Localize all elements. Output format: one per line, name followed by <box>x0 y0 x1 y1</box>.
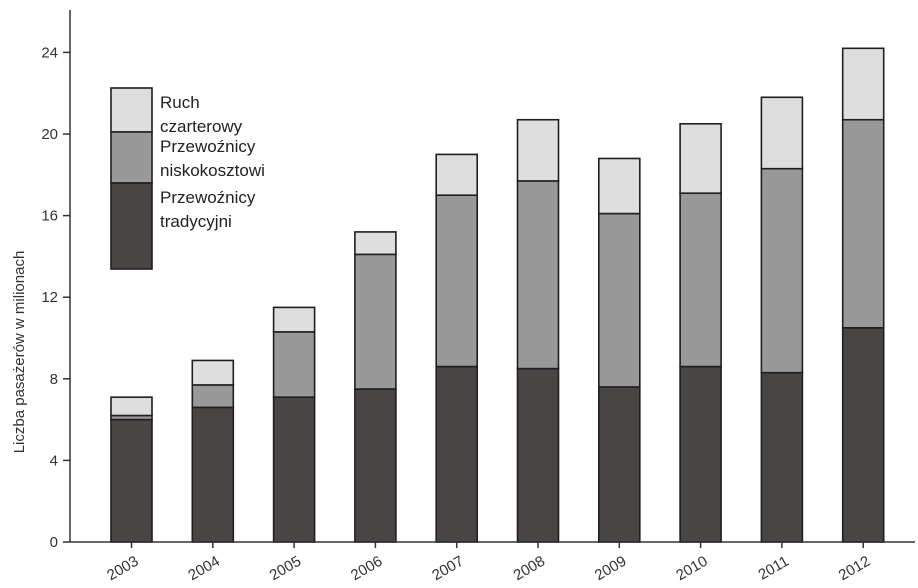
bar-segment-2012-s1 <box>841 118 885 329</box>
bar-segment-2003-s2 <box>110 396 153 417</box>
bar-segment-2007-s1 <box>435 194 479 368</box>
bar-segment-2005-s2 <box>272 306 316 333</box>
x-tick-label: 2004 <box>185 553 222 584</box>
bar-segment-2004-s0 <box>191 406 235 543</box>
x-tick-labels: 2003 2004 2005 2006 2007 2008 2009 2010 2011 2012 <box>104 542 873 584</box>
bar-area <box>110 47 885 543</box>
legend-label-s2: Ruch <box>160 93 200 112</box>
x-tick-label: 2005 <box>267 553 304 584</box>
x-tick-label: 2007 <box>429 553 466 584</box>
bar-segment-2009-s2 <box>597 157 641 215</box>
x-tick-label: 2010 <box>673 553 710 584</box>
bar-segment-2008-s1 <box>516 180 560 370</box>
bar-segment-2012-s2 <box>841 47 885 121</box>
x-tick-label: 2009 <box>592 553 629 584</box>
bar-segment-2005-s0 <box>272 396 316 543</box>
bar-segment-2003-s0 <box>110 418 153 543</box>
x-tick-label: 2012 <box>836 553 873 584</box>
y-tick-label: 20 <box>41 126 58 143</box>
bar-segment-2010-s2 <box>679 123 722 194</box>
y-axis-label: Liczba pasażerów w milionach <box>11 251 28 454</box>
bar-segment-2011-s0 <box>760 371 804 543</box>
legend-label-s0: Przewoźnicy <box>160 188 256 207</box>
bar-segment-2007-s2 <box>435 153 479 196</box>
bar-segment-2010-s0 <box>679 365 722 543</box>
x-tick-label: 2003 <box>104 553 141 584</box>
bar-segment-2005-s1 <box>272 331 316 398</box>
bar-segment-2008-s2 <box>516 118 560 182</box>
bar-segment-2009-s1 <box>597 212 641 388</box>
bar-segment-2009-s0 <box>597 386 641 543</box>
y-tick-label: 0 <box>50 534 58 551</box>
y-ticks: 0 4 8 12 16 20 24 <box>41 44 70 551</box>
y-tick-label: 16 <box>41 208 58 225</box>
legend: RuchczarterowyPrzewoźnicyniskokosztowiPr… <box>110 87 265 270</box>
x-tick-label: 2008 <box>511 553 548 584</box>
bar-segment-2011-s1 <box>760 167 804 374</box>
x-tick-label: 2006 <box>348 553 385 584</box>
x-tick-label: 2011 <box>755 553 791 584</box>
bar-segment-2006-s2 <box>354 231 397 256</box>
bar-segment-2011-s2 <box>760 96 804 170</box>
y-tick-label: 12 <box>41 289 58 306</box>
bar-segment-2006-s1 <box>354 253 397 390</box>
legend-label-s1: Przewoźnicy <box>160 137 256 156</box>
bar-segment-2004-s2 <box>191 359 235 386</box>
bar-segment-2006-s0 <box>354 388 397 543</box>
legend-label-s2: czarterowy <box>160 117 243 136</box>
bar-segment-2008-s0 <box>516 367 560 543</box>
legend-label-s0: tradycyjni <box>160 212 232 231</box>
bar-segment-2004-s1 <box>191 384 235 409</box>
y-tick-label: 4 <box>50 452 58 469</box>
legend-swatch-s1 <box>110 131 153 184</box>
legend-swatch-s2 <box>110 87 153 133</box>
bar-segment-2010-s1 <box>679 192 722 368</box>
y-tick-label: 8 <box>50 371 58 388</box>
bar-segment-2012-s0 <box>841 326 885 543</box>
legend-label-s1: niskokosztowi <box>160 161 265 180</box>
bar-segment-2007-s0 <box>435 365 479 543</box>
legend-swatch-s0 <box>110 182 153 270</box>
y-tick-label: 24 <box>41 44 58 61</box>
